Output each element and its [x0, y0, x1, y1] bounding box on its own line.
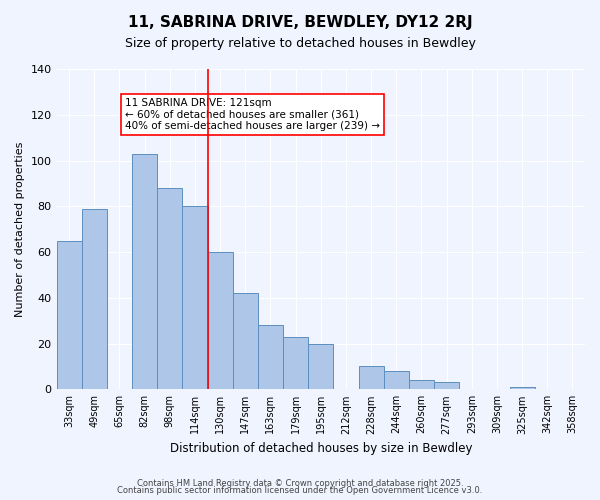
Bar: [383, 371, 409, 390]
X-axis label: Distribution of detached houses by size in Bewdley: Distribution of detached houses by size …: [170, 442, 472, 455]
Bar: [82, 208, 107, 390]
Text: Size of property relative to detached houses in Bewdley: Size of property relative to detached ho…: [125, 38, 475, 51]
Bar: [434, 382, 459, 390]
Bar: [208, 252, 233, 390]
Text: 11 SABRINA DRIVE: 121sqm
← 60% of detached houses are smaller (361)
40% of semi-: 11 SABRINA DRIVE: 121sqm ← 60% of detach…: [125, 98, 380, 131]
Bar: [233, 293, 258, 390]
Bar: [157, 188, 182, 390]
Text: 11, SABRINA DRIVE, BEWDLEY, DY12 2RJ: 11, SABRINA DRIVE, BEWDLEY, DY12 2RJ: [128, 15, 472, 30]
Bar: [308, 344, 334, 390]
Bar: [56, 240, 82, 390]
Y-axis label: Number of detached properties: Number of detached properties: [15, 142, 25, 317]
Bar: [359, 366, 383, 390]
Bar: [409, 380, 434, 390]
Bar: [132, 154, 157, 390]
Bar: [509, 387, 535, 390]
Bar: [182, 206, 208, 390]
Bar: [283, 336, 308, 390]
Text: Contains public sector information licensed under the Open Government Licence v3: Contains public sector information licen…: [118, 486, 482, 495]
Bar: [258, 325, 283, 390]
Text: Contains HM Land Registry data © Crown copyright and database right 2025.: Contains HM Land Registry data © Crown c…: [137, 478, 463, 488]
